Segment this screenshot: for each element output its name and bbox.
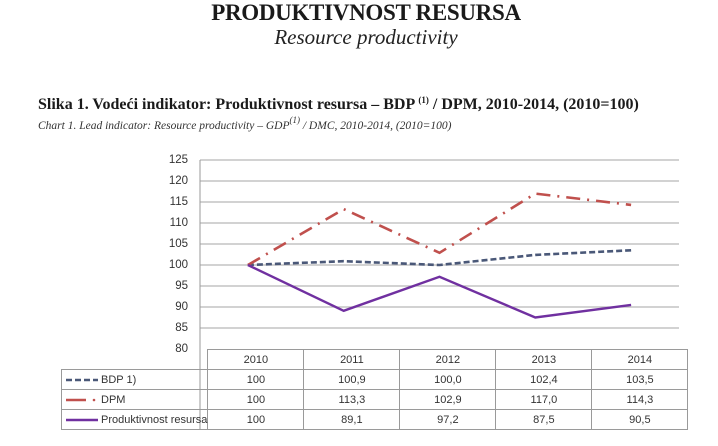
table-cell: 97,2 bbox=[399, 409, 497, 430]
page-subtitle: Resource productivity bbox=[274, 25, 458, 49]
table-header-cell: 2014 bbox=[591, 349, 689, 370]
figure-subheading-text-end: / DMC, 2010-2014, (2010=100) bbox=[299, 120, 452, 132]
footnote-marker: (1) bbox=[289, 115, 300, 125]
series-line-1 bbox=[247, 192, 632, 267]
table-cell: 90,5 bbox=[591, 409, 689, 430]
legend-entry-bdp: BDP 1) bbox=[60, 369, 209, 390]
legend-label: BDP 1) bbox=[101, 373, 137, 386]
table-row-produktivnost: Produktivnost resursa 100 89,1 97,2 87,5… bbox=[60, 409, 689, 430]
table-cell: 100,9 bbox=[303, 369, 401, 390]
table-header-row: 2010 2011 2012 2013 2014 bbox=[61, 349, 689, 370]
y-tick-label: 100 bbox=[168, 259, 188, 271]
figure-heading: Slika 1. Vodeći indikator: Produktivnost… bbox=[38, 90, 639, 115]
series-line-0 bbox=[247, 249, 632, 267]
legend-entry-dpm: DPM bbox=[60, 389, 209, 410]
footnote-marker: (1) bbox=[418, 95, 429, 105]
y-tick-label: 105 bbox=[168, 238, 188, 250]
page-title: PRODUKTIVNOST RESURSA bbox=[211, 0, 521, 25]
figure-subheading-text: Chart 1. Lead indicator: Resource produc… bbox=[38, 120, 290, 132]
legend-label: DPM bbox=[101, 393, 126, 406]
figure-subheading: Chart 1. Lead indicator: Resource produc… bbox=[38, 113, 451, 133]
y-tick-label: 115 bbox=[169, 196, 188, 208]
table-header-cell: 2013 bbox=[495, 349, 593, 370]
dash-dot-line-icon bbox=[66, 398, 96, 401]
series-lines bbox=[247, 192, 632, 319]
figure-heading-text-end: / DPM, 2010-2014, (2010=100) bbox=[428, 96, 639, 113]
table-cell: 117,0 bbox=[495, 389, 593, 410]
solid-line-icon bbox=[66, 418, 98, 421]
y-tick-label: 125 bbox=[168, 154, 188, 166]
table-cell: 103,5 bbox=[591, 369, 689, 390]
table-header-cell: 2010 bbox=[207, 349, 305, 370]
data-table: 2010 2011 2012 2013 2014 BDP 1) 100 100,… bbox=[60, 349, 689, 430]
y-tick-label: 85 bbox=[175, 322, 188, 334]
table-cell: 100 bbox=[207, 389, 305, 410]
y-tick-label: 110 bbox=[169, 217, 188, 229]
series-line-2 bbox=[247, 263, 632, 319]
y-tick-label: 120 bbox=[168, 175, 188, 187]
table-cell: 100,0 bbox=[399, 369, 497, 390]
table-cell: 89,1 bbox=[303, 409, 401, 430]
y-tick-label: 95 bbox=[175, 280, 188, 292]
figure-heading-text: Slika 1. Vodeći indikator: Produktivnost… bbox=[38, 96, 419, 113]
gridlines bbox=[200, 159, 679, 329]
y-tick-label: 90 bbox=[175, 301, 188, 313]
table-cell: 114,3 bbox=[591, 389, 689, 410]
legend-label: Produktivnost resursa bbox=[101, 413, 208, 426]
table-row-dpm: DPM 100 113,3 102,9 117,0 114,3 bbox=[60, 389, 689, 410]
table-corner bbox=[61, 349, 209, 370]
table-cell: 87,5 bbox=[495, 409, 593, 430]
table-header-cell: 2011 bbox=[303, 349, 401, 370]
dashed-line-icon bbox=[66, 378, 98, 381]
table-cell: 100 bbox=[207, 409, 305, 430]
table-cell: 102,4 bbox=[495, 369, 593, 390]
table-cell: 102,9 bbox=[399, 389, 497, 410]
table-cell: 113,3 bbox=[303, 389, 401, 410]
table-header-cell: 2012 bbox=[399, 349, 497, 370]
table-row-bdp: BDP 1) 100 100,9 100,0 102,4 103,5 bbox=[60, 369, 689, 390]
legend-entry-produktivnost: Produktivnost resursa bbox=[60, 409, 209, 430]
table-cell: 100 bbox=[207, 369, 305, 390]
